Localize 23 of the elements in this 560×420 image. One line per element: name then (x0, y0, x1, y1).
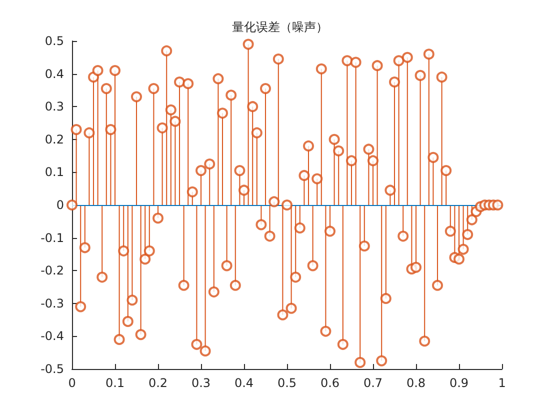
x-tick-label: 0.1 (105, 376, 125, 390)
y-tick-label: -0.4 (40, 329, 64, 344)
x-tick-label: 0.7 (363, 376, 383, 390)
y-tick-label: -0.5 (40, 362, 64, 376)
y-tick-label: -0.2 (40, 264, 64, 278)
x-tick-label: 0.8 (406, 376, 426, 390)
x-tick-label: 1 (498, 376, 506, 390)
y-tick-label: 0 (56, 198, 64, 212)
y-tick-label: 0.3 (44, 100, 64, 114)
y-tick-label: 0.4 (44, 66, 64, 81)
x-tick-label: 0.4 (234, 376, 254, 390)
y-tick-label: 0.5 (44, 34, 64, 48)
x-tick-label: 0.9 (449, 376, 469, 390)
y-tick-label: -0.1 (40, 230, 64, 245)
x-tick-label: 0 (68, 376, 76, 390)
y-tick-label: 0.2 (44, 132, 64, 146)
y-tick-label: -0.3 (40, 296, 64, 310)
x-tick-label: 0.6 (320, 376, 340, 390)
x-tick-label: 0.5 (277, 376, 297, 390)
chart-title: 量化误差（噪声） (232, 20, 328, 34)
x-tick-label: 0.2 (148, 376, 168, 390)
x-tick-label: 0.3 (191, 376, 211, 390)
y-tick-label: 0.1 (44, 165, 64, 180)
